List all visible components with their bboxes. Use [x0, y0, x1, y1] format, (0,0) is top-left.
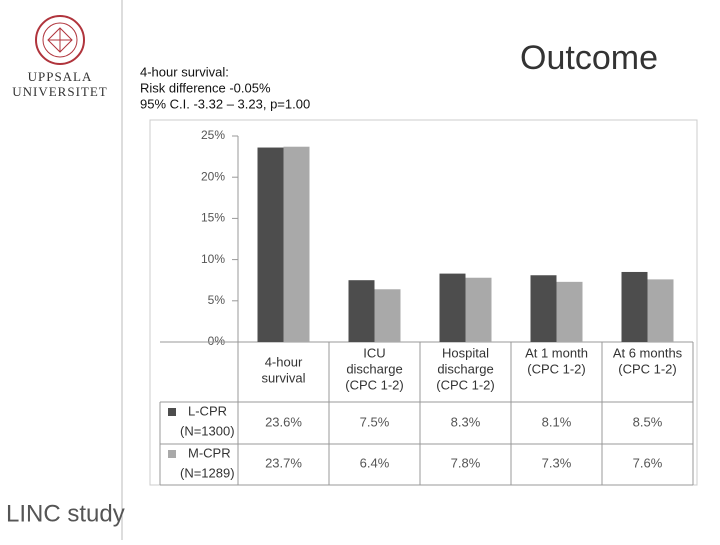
bar — [283, 146, 310, 342]
legend-sample: (N=1300) — [180, 423, 235, 438]
bar — [257, 147, 284, 342]
x-tick-label: survival — [261, 370, 305, 385]
x-tick-label: At 6 months — [613, 345, 683, 360]
legend-sample: (N=1289) — [180, 465, 235, 480]
bar — [439, 273, 466, 342]
bar — [374, 289, 401, 342]
value-label: 23.6% — [265, 414, 302, 429]
annotation: Risk difference -0.05% — [140, 80, 271, 95]
value-label: 7.8% — [451, 455, 481, 470]
legend-swatch — [168, 408, 176, 416]
x-tick-label: (CPC 1-2) — [527, 361, 586, 376]
value-label: 23.7% — [265, 455, 302, 470]
x-tick-label: At 1 month — [525, 345, 588, 360]
university-seal — [35, 15, 85, 65]
y-tick-label: 0% — [208, 334, 226, 348]
x-tick-label: 4-hour — [265, 354, 303, 369]
university-name: UNIVERSITET — [12, 84, 108, 99]
annotation: 95% C.I. -3.32 – 3.23, p=1.00 — [140, 96, 310, 111]
legend-label: L-CPR — [188, 403, 227, 418]
x-tick-label: Hospital — [442, 345, 489, 360]
value-label: 8.3% — [451, 414, 481, 429]
x-tick-label: (CPC 1-2) — [345, 377, 404, 392]
value-label: 7.6% — [633, 455, 663, 470]
x-tick-label: ICU — [363, 345, 385, 360]
x-tick-label: (CPC 1-2) — [618, 361, 677, 376]
x-tick-label: (CPC 1-2) — [436, 377, 495, 392]
value-label: 7.5% — [360, 414, 390, 429]
y-tick-label: 15% — [201, 211, 225, 225]
bar — [530, 275, 557, 342]
legend-label: M-CPR — [188, 445, 231, 460]
y-tick-label: 10% — [201, 252, 225, 266]
bar — [348, 280, 375, 342]
bar — [465, 277, 492, 342]
y-tick-label: 5% — [208, 293, 226, 307]
value-label: 6.4% — [360, 455, 390, 470]
bar — [621, 271, 648, 342]
annotation: 4-hour survival: — [140, 64, 229, 79]
y-tick-label: 25% — [201, 128, 225, 142]
bar — [647, 279, 674, 342]
bar — [556, 281, 583, 342]
x-tick-label: discharge — [346, 361, 402, 376]
value-label: 8.1% — [542, 414, 572, 429]
study-logo: LINC study — [6, 500, 125, 527]
y-tick-label: 20% — [201, 169, 225, 183]
value-label: 8.5% — [633, 414, 663, 429]
slide-title: Outcome — [520, 39, 658, 77]
legend-swatch — [168, 450, 176, 458]
chart-frame — [149, 119, 698, 486]
x-tick-label: discharge — [437, 361, 493, 376]
university-name: UPPSALA — [28, 69, 93, 84]
value-label: 7.3% — [542, 455, 572, 470]
